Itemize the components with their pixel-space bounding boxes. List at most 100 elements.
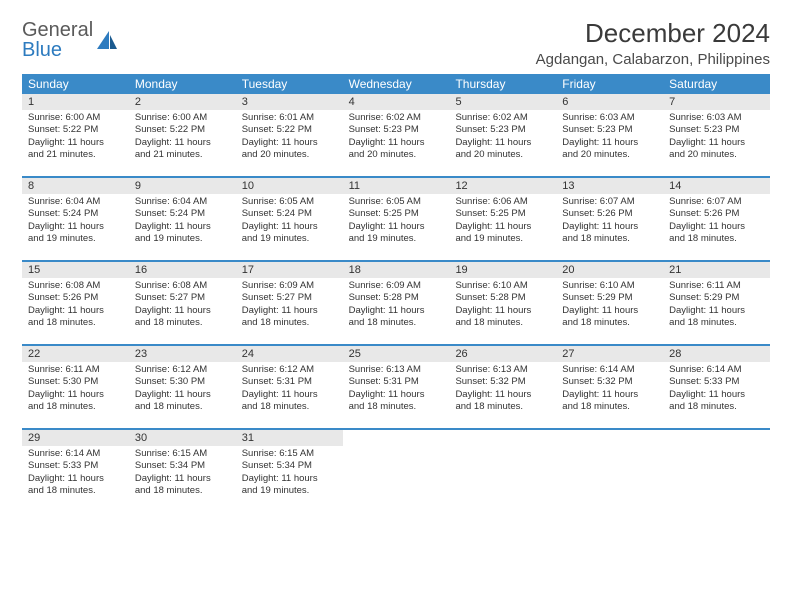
day-cell: 27Sunrise: 6:14 AMSunset: 5:32 PMDayligh…: [556, 346, 663, 428]
daylight-line2: and 18 minutes.: [669, 401, 764, 413]
daylight-line2: and 18 minutes.: [28, 401, 123, 413]
day-body: Sunrise: 6:06 AMSunset: 5:25 PMDaylight:…: [449, 194, 556, 249]
daylight-line1: Daylight: 11 hours: [455, 389, 550, 401]
daylight-line2: and 19 minutes.: [242, 485, 337, 497]
daylight-line1: Daylight: 11 hours: [242, 305, 337, 317]
day-body: Sunrise: 6:07 AMSunset: 5:26 PMDaylight:…: [556, 194, 663, 249]
day-cell: 25Sunrise: 6:13 AMSunset: 5:31 PMDayligh…: [343, 346, 450, 428]
day-body: Sunrise: 6:03 AMSunset: 5:23 PMDaylight:…: [663, 110, 770, 165]
daylight-line1: Daylight: 11 hours: [349, 305, 444, 317]
sunset-text: Sunset: 5:29 PM: [669, 292, 764, 304]
day-body: Sunrise: 6:10 AMSunset: 5:29 PMDaylight:…: [556, 278, 663, 333]
day-number: 16: [129, 262, 236, 278]
day-number: 12: [449, 178, 556, 194]
sunset-text: Sunset: 5:27 PM: [242, 292, 337, 304]
daylight-line2: and 19 minutes.: [349, 233, 444, 245]
day-cell: 6Sunrise: 6:03 AMSunset: 5:23 PMDaylight…: [556, 94, 663, 176]
calendar: SundayMondayTuesdayWednesdayThursdayFrid…: [22, 74, 770, 512]
daylight-line2: and 20 minutes.: [669, 149, 764, 161]
daylight-line1: Daylight: 11 hours: [669, 305, 764, 317]
daylight-line2: and 20 minutes.: [242, 149, 337, 161]
sunrise-text: Sunrise: 6:02 AM: [455, 112, 550, 124]
day-body: Sunrise: 6:04 AMSunset: 5:24 PMDaylight:…: [22, 194, 129, 249]
day-cell: 1Sunrise: 6:00 AMSunset: 5:22 PMDaylight…: [22, 94, 129, 176]
logo-word2: Blue: [22, 39, 62, 61]
daylight-line1: Daylight: 11 hours: [349, 389, 444, 401]
daylight-line2: and 18 minutes.: [455, 317, 550, 329]
day-cell: 9Sunrise: 6:04 AMSunset: 5:24 PMDaylight…: [129, 178, 236, 260]
daylight-line1: Daylight: 11 hours: [135, 473, 230, 485]
day-body: Sunrise: 6:13 AMSunset: 5:31 PMDaylight:…: [343, 362, 450, 417]
day-body: Sunrise: 6:05 AMSunset: 5:24 PMDaylight:…: [236, 194, 343, 249]
sunrise-text: Sunrise: 6:13 AM: [455, 364, 550, 376]
daylight-line1: Daylight: 11 hours: [455, 137, 550, 149]
day-number: 23: [129, 346, 236, 362]
sunset-text: Sunset: 5:23 PM: [562, 124, 657, 136]
sunrise-text: Sunrise: 6:10 AM: [455, 280, 550, 292]
sunrise-text: Sunrise: 6:09 AM: [349, 280, 444, 292]
daylight-line1: Daylight: 11 hours: [455, 305, 550, 317]
day-body: Sunrise: 6:00 AMSunset: 5:22 PMDaylight:…: [22, 110, 129, 165]
daylight-line2: and 19 minutes.: [242, 233, 337, 245]
sunrise-text: Sunrise: 6:00 AM: [28, 112, 123, 124]
day-cell: 11Sunrise: 6:05 AMSunset: 5:25 PMDayligh…: [343, 178, 450, 260]
day-body: Sunrise: 6:02 AMSunset: 5:23 PMDaylight:…: [449, 110, 556, 165]
daylight-line1: Daylight: 11 hours: [669, 221, 764, 233]
day-number: 15: [22, 262, 129, 278]
day-body: Sunrise: 6:09 AMSunset: 5:28 PMDaylight:…: [343, 278, 450, 333]
day-cell: 21Sunrise: 6:11 AMSunset: 5:29 PMDayligh…: [663, 262, 770, 344]
day-number: 11: [343, 178, 450, 194]
day-cell: [556, 430, 663, 512]
sunrise-text: Sunrise: 6:11 AM: [669, 280, 764, 292]
sunrise-text: Sunrise: 6:04 AM: [135, 196, 230, 208]
daylight-line2: and 20 minutes.: [455, 149, 550, 161]
day-body: Sunrise: 6:09 AMSunset: 5:27 PMDaylight:…: [236, 278, 343, 333]
day-body: Sunrise: 6:00 AMSunset: 5:22 PMDaylight:…: [129, 110, 236, 165]
day-cell: 15Sunrise: 6:08 AMSunset: 5:26 PMDayligh…: [22, 262, 129, 344]
sunrise-text: Sunrise: 6:07 AM: [669, 196, 764, 208]
day-body: Sunrise: 6:08 AMSunset: 5:26 PMDaylight:…: [22, 278, 129, 333]
daylight-line1: Daylight: 11 hours: [28, 389, 123, 401]
day-number: 13: [556, 178, 663, 194]
day-cell: [343, 430, 450, 512]
daylight-line1: Daylight: 11 hours: [562, 221, 657, 233]
day-body: Sunrise: 6:15 AMSunset: 5:34 PMDaylight:…: [129, 446, 236, 501]
daylight-line2: and 18 minutes.: [28, 317, 123, 329]
sunset-text: Sunset: 5:22 PM: [135, 124, 230, 136]
day-cell: 12Sunrise: 6:06 AMSunset: 5:25 PMDayligh…: [449, 178, 556, 260]
daylight-line2: and 19 minutes.: [135, 233, 230, 245]
weekday-header-cell: Thursday: [449, 74, 556, 94]
day-cell: 24Sunrise: 6:12 AMSunset: 5:31 PMDayligh…: [236, 346, 343, 428]
day-number: 3: [236, 94, 343, 110]
sunrise-text: Sunrise: 6:08 AM: [28, 280, 123, 292]
sunset-text: Sunset: 5:34 PM: [135, 460, 230, 472]
weeks-container: 1Sunrise: 6:00 AMSunset: 5:22 PMDaylight…: [22, 94, 770, 512]
day-cell: 22Sunrise: 6:11 AMSunset: 5:30 PMDayligh…: [22, 346, 129, 428]
daylight-line2: and 18 minutes.: [669, 317, 764, 329]
header: General Blue December 2024 Agdangan, Cal…: [22, 18, 770, 68]
day-body: Sunrise: 6:03 AMSunset: 5:23 PMDaylight:…: [556, 110, 663, 165]
day-body: Sunrise: 6:10 AMSunset: 5:28 PMDaylight:…: [449, 278, 556, 333]
sunrise-text: Sunrise: 6:14 AM: [562, 364, 657, 376]
daylight-line2: and 18 minutes.: [455, 401, 550, 413]
day-cell: 8Sunrise: 6:04 AMSunset: 5:24 PMDaylight…: [22, 178, 129, 260]
daylight-line2: and 18 minutes.: [28, 485, 123, 497]
day-body: Sunrise: 6:07 AMSunset: 5:26 PMDaylight:…: [663, 194, 770, 249]
sunset-text: Sunset: 5:23 PM: [349, 124, 444, 136]
day-cell: 2Sunrise: 6:00 AMSunset: 5:22 PMDaylight…: [129, 94, 236, 176]
sunset-text: Sunset: 5:23 PM: [455, 124, 550, 136]
daylight-line1: Daylight: 11 hours: [135, 221, 230, 233]
sunrise-text: Sunrise: 6:13 AM: [349, 364, 444, 376]
daylight-line2: and 18 minutes.: [135, 401, 230, 413]
sunrise-text: Sunrise: 6:02 AM: [349, 112, 444, 124]
sunset-text: Sunset: 5:26 PM: [562, 208, 657, 220]
sunset-text: Sunset: 5:33 PM: [28, 460, 123, 472]
daylight-line2: and 21 minutes.: [135, 149, 230, 161]
daylight-line1: Daylight: 11 hours: [242, 389, 337, 401]
weekday-header-cell: Tuesday: [236, 74, 343, 94]
day-number: 18: [343, 262, 450, 278]
day-number: 9: [129, 178, 236, 194]
daylight-line1: Daylight: 11 hours: [669, 137, 764, 149]
daylight-line1: Daylight: 11 hours: [28, 305, 123, 317]
day-cell: 29Sunrise: 6:14 AMSunset: 5:33 PMDayligh…: [22, 430, 129, 512]
